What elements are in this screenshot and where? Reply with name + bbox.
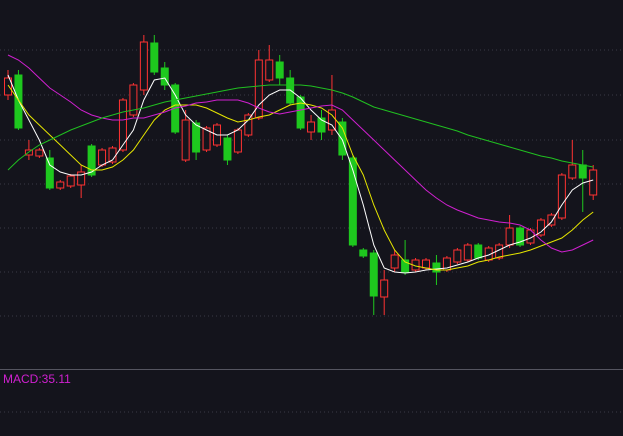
macd-label: MACD:35.11 — [3, 372, 71, 386]
candle-body — [578, 164, 587, 179]
candle-body — [129, 84, 138, 116]
candle-body — [233, 129, 242, 153]
candle-body — [160, 67, 169, 86]
candle-body — [557, 174, 566, 219]
ma-line — [7, 74, 594, 274]
candle-body — [547, 214, 556, 226]
candle-body — [181, 119, 190, 161]
candle-body — [296, 96, 305, 129]
candle-body — [568, 164, 577, 179]
candle-body — [45, 157, 54, 189]
candle-body — [474, 244, 483, 259]
candle-body — [223, 137, 232, 161]
candle-body — [66, 175, 75, 187]
candle-body — [265, 59, 274, 81]
candle-body — [505, 227, 514, 246]
candle-body — [87, 145, 96, 176]
candle-body — [139, 41, 148, 91]
candle-body — [118, 99, 127, 151]
candle-body — [369, 252, 378, 297]
candle-body — [275, 61, 284, 79]
candle-body — [390, 254, 399, 269]
candle-body — [589, 169, 598, 196]
ma-line — [7, 84, 594, 171]
candle-body — [35, 149, 44, 157]
candle-body — [14, 74, 23, 129]
candle-body — [380, 279, 389, 298]
candle-body — [4, 77, 12, 96]
ma-line — [7, 54, 594, 253]
candle-body — [536, 219, 545, 236]
candle-body — [307, 121, 316, 133]
candle-body — [317, 117, 326, 133]
candle-body — [56, 181, 65, 189]
candle-body — [401, 259, 410, 273]
candle-body — [202, 127, 211, 151]
candle-body — [98, 149, 107, 166]
candle-body — [150, 42, 159, 73]
candle-body — [338, 121, 347, 156]
candle-body — [77, 171, 86, 186]
candle-body — [422, 259, 430, 269]
candle-body — [359, 249, 368, 257]
candle-body — [463, 244, 472, 261]
candle-body — [192, 122, 201, 153]
candle-body — [432, 262, 441, 273]
candle-body — [516, 227, 525, 246]
candle-body — [254, 59, 263, 119]
candle-body — [348, 157, 357, 246]
candle-body — [244, 114, 253, 136]
candle-body — [453, 249, 462, 263]
ma-line — [7, 84, 594, 271]
